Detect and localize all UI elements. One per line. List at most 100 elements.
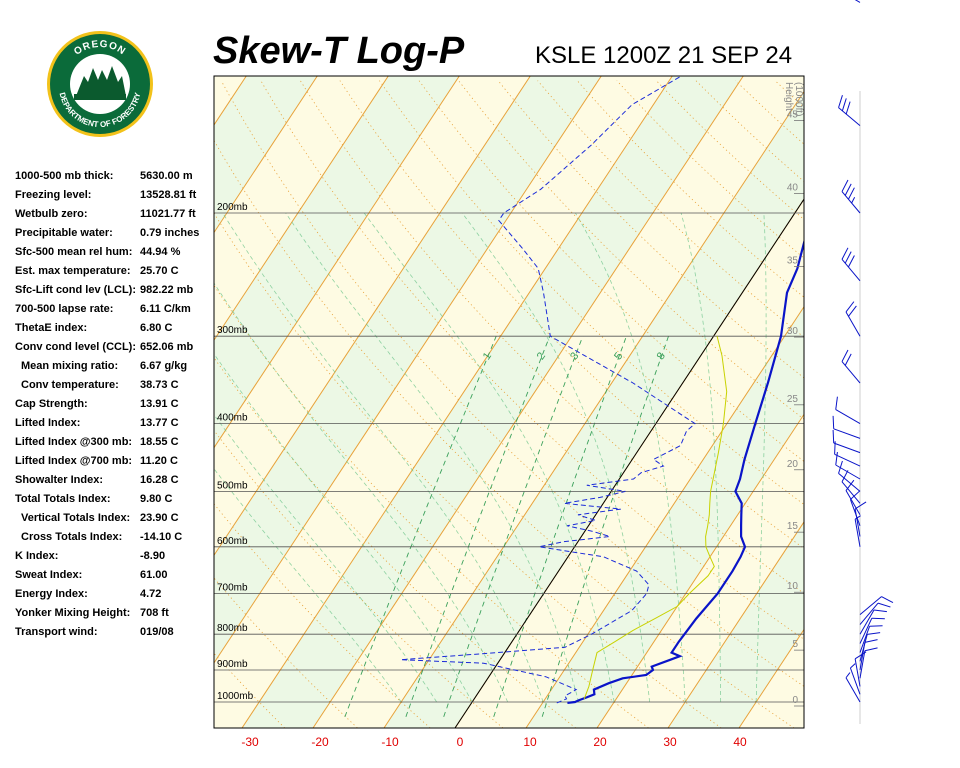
wind-barb-staff [833,442,861,454]
pressure-label: 400mb [217,413,248,424]
mixing-ratio-line [405,336,551,717]
wind-barb-flag [845,101,851,115]
wind-barb-flag [869,625,883,627]
wind-barb-staff [838,473,861,492]
stat-label: Showalter Index: [15,474,104,486]
stat-label: Precipitable water: [15,227,113,239]
wind-barb-flag [854,501,867,510]
wind-barb [849,490,861,526]
stat-row: 1000-500 mb thick: 5630.00 m [15,168,215,187]
wind-barb-flag [841,247,849,260]
stat-value: 019/08 [140,626,174,638]
stat-label: Cap Strength: [15,398,88,410]
wind-barb [845,301,861,337]
height-tick-label: 15 [787,521,799,532]
parcel-trace [583,336,728,700]
wind-barb-staff [835,0,861,3]
dry-adiabat [214,357,577,728]
dry-adiabat [933,81,960,728]
pressure-label: 300mb [217,325,248,336]
dry-adiabat [220,80,804,687]
stat-row: Transport wind: 019/08 [15,624,215,643]
wind-barb [841,470,861,504]
wind-barb-half [854,515,861,520]
wind-barb-staff [859,596,882,615]
stat-row: Yonker Mixing Height: 708 ft [15,605,215,624]
wind-barb [859,617,885,644]
stat-row: Sfc-500 mean rel hum: 44.94 % [15,244,215,263]
stat-label: Vertical Totals Index: [21,512,131,524]
pressure-label: 500mb [217,480,248,491]
stat-row: Est. max temperature: 25.70 C [15,263,215,282]
wind-barb-flag [864,639,878,643]
stat-row: ThetaE index: 6.80 C [15,320,215,339]
pressure-label: 600mb [217,536,248,547]
stat-value: 11021.77 ft [140,208,196,220]
isotherm-band [242,76,744,728]
stat-value: 6.67 g/kg [140,360,188,372]
isotherm-line [312,76,744,728]
wind-barb-flag [881,596,894,604]
stat-label: Sfc-Lift cond lev (LCL): [15,284,136,296]
stat-label: 1000-500 mb thick: [15,170,114,182]
stat-value: 6.11 C/km [140,303,191,315]
stat-value: 61.00 [140,569,168,581]
stat-label: Lifted Index: [15,417,81,429]
mixing-ratio-label: 2 [535,350,548,362]
wind-barb [859,602,891,625]
stat-label: Conv cond level (CCL): [15,341,137,353]
freezing-line [454,198,804,728]
height-tick-label: 25 [787,394,799,405]
height-axis-title: (1000ft) [793,82,804,116]
stat-label: Conv temperature: [21,379,119,391]
height-tick-label: 20 [787,459,799,470]
x-tick-label: -20 [311,735,329,749]
wind-barb-staff [859,618,873,644]
stat-value: -14.10 C [140,531,183,543]
stat-row: Conv cond level (CCL): 652.06 mb [15,339,215,358]
wind-barb-flag [832,415,835,429]
stat-value: 982.22 mb [140,284,194,296]
dry-adiabat [214,652,286,728]
stat-value: 0.79 inches [140,227,200,239]
isotherm-line [0,76,33,728]
wind-barb [845,479,861,516]
stat-label: Lifted Index @300 mb: [15,436,133,448]
isotherm-line [214,76,247,126]
isotherm-line [383,90,804,728]
wind-barb-staff [835,409,861,425]
wind-barb-staff [845,311,861,337]
isotherm-band [952,76,960,728]
moist-adiabat [285,212,580,703]
x-tick-label: -30 [241,735,259,749]
stat-row: Lifted Index @300 mb: 18.55 C [15,434,215,453]
wind-barb [849,663,861,695]
wind-barb-flag [871,617,885,620]
stat-value: 652.06 mb [140,341,194,353]
stat-label: Total Totals Index: [15,493,111,505]
station-time-label: KSLE 1200Z 21 SEP 24 [535,42,793,69]
stat-value: 25.70 C [140,265,179,277]
wind-barb [835,452,861,480]
wind-barb-flag [847,255,855,268]
stat-label: Lifted Index @700 mb: [15,455,133,467]
stat-row: Mean mixing ratio: 6.67 g/kg [15,358,215,377]
pressure-label: 700mb [217,583,248,594]
stat-value: 44.94 % [140,246,181,258]
wind-barb-flag [841,98,847,111]
mixing-ratio-line [541,336,669,717]
height-tick-label: 30 [787,326,799,337]
wind-barb [859,625,883,653]
temperature-trace [567,238,804,704]
stat-label: Est. max temperature: [15,265,131,277]
pressure-label: 1000mb [217,691,254,702]
wind-barb-flag [848,305,857,317]
plot-area [0,76,960,728]
wind-barb-flag [844,183,852,196]
oregon-forestry-logo: OREGON DEPARTMENT OF FORESTRY [46,30,154,138]
wind-barb-staff [849,667,861,695]
stat-row: 700-500 lapse rate: 6.11 C/km [15,301,215,320]
wind-barb-flag [832,430,835,444]
stat-label: Energy Index: [15,588,88,600]
stat-row: Conv temperature: 38.73 C [15,377,215,396]
